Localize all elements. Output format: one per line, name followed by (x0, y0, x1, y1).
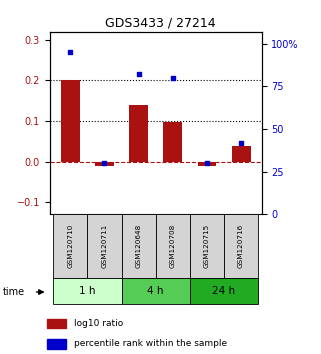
Bar (95, 161, 114, 166)
Point (68, 50, 73, 55)
Text: GSM120715: GSM120715 (204, 224, 210, 268)
Bar (163, 122, 182, 161)
Point (239, 140, 244, 145)
Text: GDS3433 / 27214: GDS3433 / 27214 (105, 17, 216, 29)
Bar (224, 214, 258, 278)
Bar (87, 214, 122, 278)
Bar (190, 214, 224, 278)
Bar (53, 214, 87, 278)
Text: log10 ratio: log10 ratio (74, 319, 123, 328)
Bar (232, 146, 250, 161)
Text: 24 h: 24 h (213, 286, 236, 296)
Text: time: time (3, 287, 25, 297)
Text: 1 h: 1 h (79, 286, 96, 296)
Bar (47, 319, 66, 329)
Text: GSM120710: GSM120710 (67, 224, 73, 268)
Bar (61, 80, 80, 161)
Text: GSM120711: GSM120711 (101, 224, 108, 268)
Text: GSM120716: GSM120716 (238, 224, 244, 268)
Point (170, 75, 175, 81)
Text: GSM120708: GSM120708 (170, 224, 176, 268)
Point (204, 160, 210, 166)
Bar (47, 339, 66, 349)
Bar (156, 214, 190, 278)
Bar (122, 214, 156, 278)
Point (102, 160, 107, 166)
Bar (53, 278, 122, 304)
Text: percentile rank within the sample: percentile rank within the sample (74, 339, 227, 348)
Bar (122, 278, 190, 304)
Text: 4 h: 4 h (147, 286, 164, 296)
Point (136, 72, 141, 77)
Bar (190, 278, 258, 304)
Bar (197, 161, 216, 166)
Bar (129, 105, 148, 161)
Text: GSM120648: GSM120648 (135, 224, 142, 268)
